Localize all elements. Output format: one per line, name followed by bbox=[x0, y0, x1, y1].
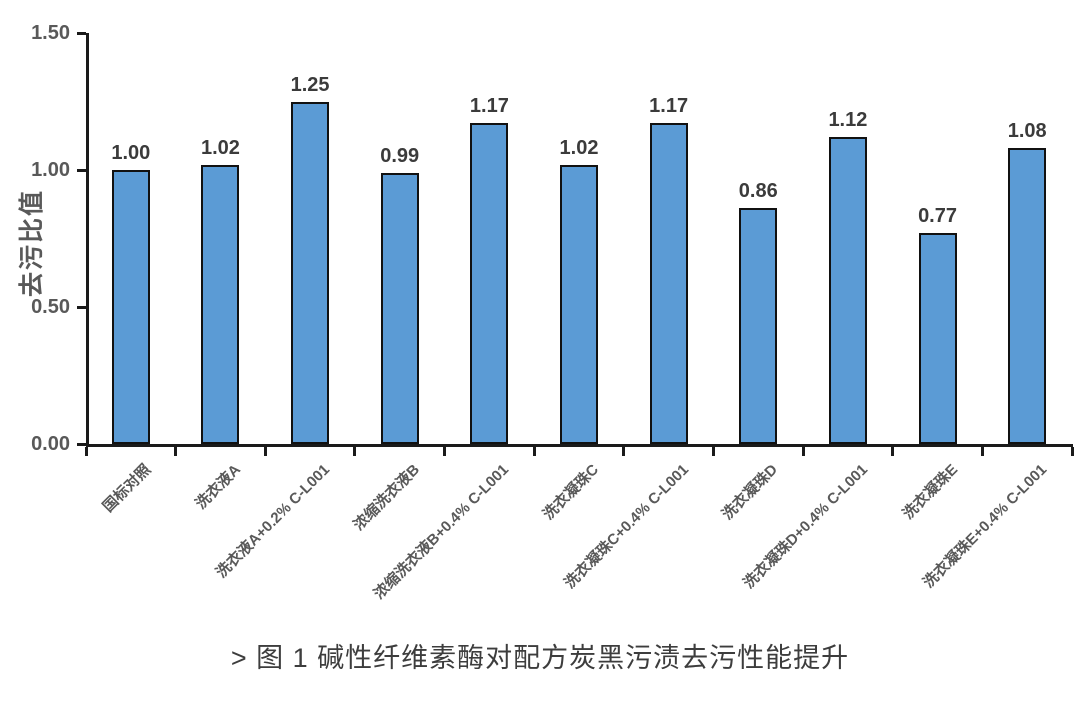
bar-10 bbox=[1008, 148, 1047, 444]
y-axis-tick bbox=[77, 169, 86, 172]
y-axis-tick-label: 0.50 bbox=[31, 296, 70, 318]
y-axis-tick bbox=[77, 32, 86, 35]
x-axis-tick bbox=[443, 447, 447, 456]
y-axis-title: 去污比值 bbox=[18, 189, 46, 298]
bar-3 bbox=[380, 172, 419, 444]
y-axis-tick-label: 1.00 bbox=[31, 159, 70, 181]
bar-value-label: 1.00 bbox=[111, 142, 151, 164]
bar-value-label: 0.77 bbox=[918, 205, 957, 228]
x-axis-tick bbox=[1070, 447, 1074, 456]
bar-6 bbox=[649, 123, 688, 444]
bar-4 bbox=[470, 123, 509, 444]
bar-value-label: 0.86 bbox=[738, 180, 778, 203]
x-axis-tick bbox=[891, 447, 895, 456]
x-axis-tick bbox=[84, 447, 88, 456]
bar-9 bbox=[918, 233, 957, 444]
x-axis-tick bbox=[263, 447, 267, 456]
figure-caption: > 图 1 碱性纤维素酶对配方炭黑污渍去污性能提升 bbox=[230, 643, 850, 673]
bar-8 bbox=[828, 137, 867, 444]
x-axis-tick bbox=[801, 447, 805, 456]
x-axis-category-label: 国标对照 bbox=[99, 461, 154, 516]
x-axis-line bbox=[86, 444, 1073, 447]
bar-5 bbox=[560, 164, 598, 444]
x-axis-tick bbox=[622, 447, 626, 456]
bar-0 bbox=[111, 170, 150, 444]
bar-value-label: 1.17 bbox=[469, 95, 509, 118]
x-axis-category-label: 洗衣凝珠C bbox=[540, 461, 603, 524]
x-axis-category-label: 洗衣凝珠D bbox=[719, 461, 782, 524]
bar-value-label: 1.25 bbox=[290, 73, 330, 96]
bar-value-label: 1.08 bbox=[1007, 120, 1047, 143]
bar-value-label: 1.02 bbox=[200, 136, 240, 159]
y-axis-line bbox=[86, 33, 89, 447]
bar-7 bbox=[739, 208, 778, 444]
y-axis-tick bbox=[77, 306, 86, 309]
x-axis-tick bbox=[353, 447, 357, 456]
bar-value-label: 1.02 bbox=[559, 136, 599, 159]
x-axis-tick bbox=[711, 447, 715, 456]
x-axis-category-label: 浓缩洗衣液B bbox=[350, 461, 423, 534]
y-axis-tick-label: 0.00 bbox=[31, 433, 70, 455]
bar-2 bbox=[291, 101, 330, 444]
bar-value-label: 1.12 bbox=[828, 109, 868, 132]
x-axis-tick bbox=[980, 447, 984, 456]
plot-area: 去污比值 0.00 0.50 1.00 1.50 1.00 1.02 1.25 0.99 1.… bbox=[18, 22, 1074, 603]
bar-value-label: 1.17 bbox=[649, 95, 689, 118]
x-axis-tick bbox=[174, 447, 178, 456]
x-axis-category-label: 洗衣液A bbox=[192, 461, 244, 513]
bar-1 bbox=[201, 164, 240, 444]
y-axis-tick-label: 1.50 bbox=[31, 22, 70, 44]
bar-value-label: 0.99 bbox=[380, 144, 420, 167]
x-axis-tick bbox=[532, 447, 536, 456]
y-axis-tick bbox=[77, 443, 86, 446]
x-axis-category-label: 洗衣凝珠E bbox=[899, 461, 961, 523]
